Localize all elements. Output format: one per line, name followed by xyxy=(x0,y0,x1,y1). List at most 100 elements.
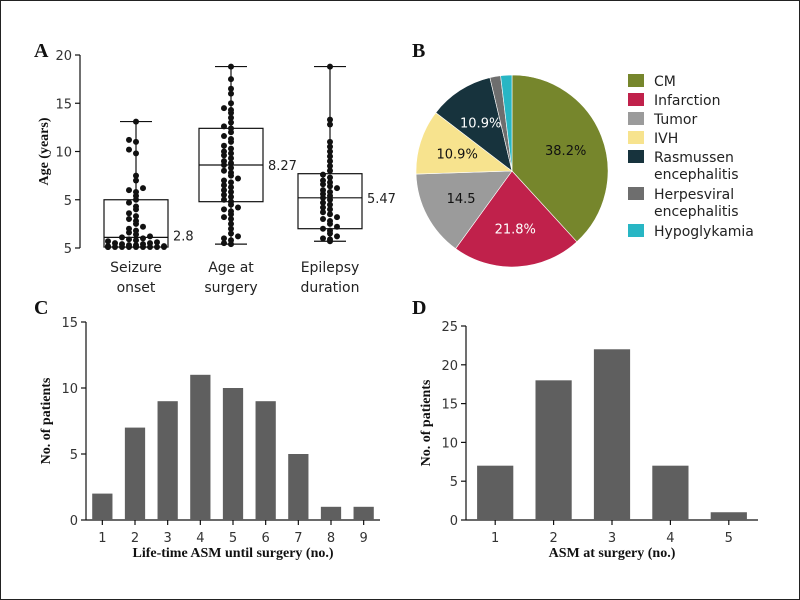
pie-slice xyxy=(415,170,513,250)
x-category-label: onset xyxy=(117,280,156,296)
y-tick-label: 0 xyxy=(70,514,78,529)
x-tick-label: 1 xyxy=(98,531,106,546)
data-point xyxy=(119,234,125,241)
data-point xyxy=(320,235,326,242)
x-axis-label: ASM at surgery (no.) xyxy=(549,546,676,561)
bar xyxy=(652,465,689,520)
bar xyxy=(288,454,309,520)
data-point xyxy=(228,90,234,97)
bar xyxy=(477,465,514,520)
x-category-label: duration xyxy=(301,280,360,296)
y-tick-label: 5 xyxy=(64,242,72,257)
data-point xyxy=(221,142,227,149)
panel-label-d: D xyxy=(412,297,426,319)
data-point xyxy=(228,230,234,237)
data-point xyxy=(327,217,333,224)
legend-swatch xyxy=(628,74,644,87)
pie-slice xyxy=(415,112,513,175)
data-point xyxy=(140,223,146,230)
bar xyxy=(710,512,747,520)
data-point xyxy=(334,223,340,230)
y-tick-label: 10 xyxy=(55,146,72,161)
data-point xyxy=(327,179,333,186)
x-axis-label: Life-time ASM until surgery (no.) xyxy=(132,546,333,561)
legend-swatch xyxy=(628,112,644,125)
data-point xyxy=(126,236,132,243)
data-point xyxy=(327,121,333,128)
legend-swatch xyxy=(628,150,644,163)
data-point xyxy=(327,206,333,213)
data-point xyxy=(334,185,340,192)
data-point xyxy=(133,203,139,210)
bar xyxy=(593,349,631,520)
data-point xyxy=(221,148,227,155)
data-point xyxy=(112,240,118,247)
legend-label: encephalitis xyxy=(654,167,739,183)
x-category-label: Seizure xyxy=(110,260,162,276)
data-point xyxy=(228,208,234,215)
x-tick-label: 3 xyxy=(164,531,172,546)
pie-slice xyxy=(500,74,513,172)
median-value-label: 5.47 xyxy=(367,192,396,207)
bar xyxy=(255,401,276,520)
x-category-label: Epilepsy xyxy=(301,260,360,276)
data-point xyxy=(327,148,333,155)
y-tick-label: 0 xyxy=(450,514,458,529)
panel-label-b: B xyxy=(412,40,425,62)
data-point xyxy=(126,225,132,232)
legend-label: Hypoglykamia xyxy=(654,224,754,240)
data-point xyxy=(327,143,333,150)
data-point xyxy=(126,146,132,153)
data-point xyxy=(327,174,333,181)
data-point xyxy=(133,150,139,157)
data-point xyxy=(327,201,333,208)
data-point xyxy=(320,225,326,232)
data-point xyxy=(235,204,241,211)
box-plot-panel: 5 5 10 15 20 Age (years) 2.8 Seizure onset 8.27 Ag… xyxy=(37,49,396,296)
pie-chart-panel: 38.2% 21.8% 14.5 10.9% 10.9% CM Infarction Tumo… xyxy=(415,74,754,268)
y-tick-label: 5 xyxy=(450,475,458,490)
data-point xyxy=(228,193,234,200)
x-tick-label: 7 xyxy=(294,531,302,546)
bar xyxy=(222,388,244,520)
data-point xyxy=(235,175,241,182)
x-tick-label: 4 xyxy=(196,531,204,546)
data-point xyxy=(228,107,234,114)
pie-slice-label: 21.8% xyxy=(495,223,536,238)
data-point xyxy=(327,138,333,145)
x-tick-label: 9 xyxy=(360,531,368,546)
data-point xyxy=(221,240,227,247)
y-axis-label: No. of patients xyxy=(419,379,434,466)
y-axis-label: Age (years) xyxy=(37,117,52,185)
data-point xyxy=(133,138,139,145)
data-point xyxy=(126,187,132,194)
data-point xyxy=(327,189,333,196)
data-point xyxy=(327,227,333,234)
median-value-label: 8.27 xyxy=(268,159,297,174)
data-point xyxy=(126,242,132,249)
data-point xyxy=(228,225,234,232)
data-point xyxy=(327,153,333,160)
data-point xyxy=(327,236,333,243)
data-point xyxy=(320,216,326,223)
data-point xyxy=(119,241,125,248)
pie-slice xyxy=(511,74,609,243)
data-point xyxy=(228,150,234,157)
legend-swatch xyxy=(628,187,644,200)
panel-label-a: A xyxy=(34,40,49,62)
data-point xyxy=(327,211,333,218)
x-tick-label: 4 xyxy=(666,531,674,546)
data-point xyxy=(228,189,234,196)
data-point xyxy=(235,233,241,240)
legend-label: encephalitis xyxy=(654,204,739,220)
pie-slice-label: 10.9% xyxy=(437,147,478,162)
data-point xyxy=(126,216,132,223)
data-point xyxy=(154,244,160,251)
x-tick-label: 3 xyxy=(608,531,616,546)
data-point xyxy=(133,217,139,224)
data-point xyxy=(228,164,234,171)
data-point xyxy=(221,123,227,130)
data-point xyxy=(228,184,234,191)
bar xyxy=(124,427,146,520)
data-point xyxy=(140,185,146,192)
